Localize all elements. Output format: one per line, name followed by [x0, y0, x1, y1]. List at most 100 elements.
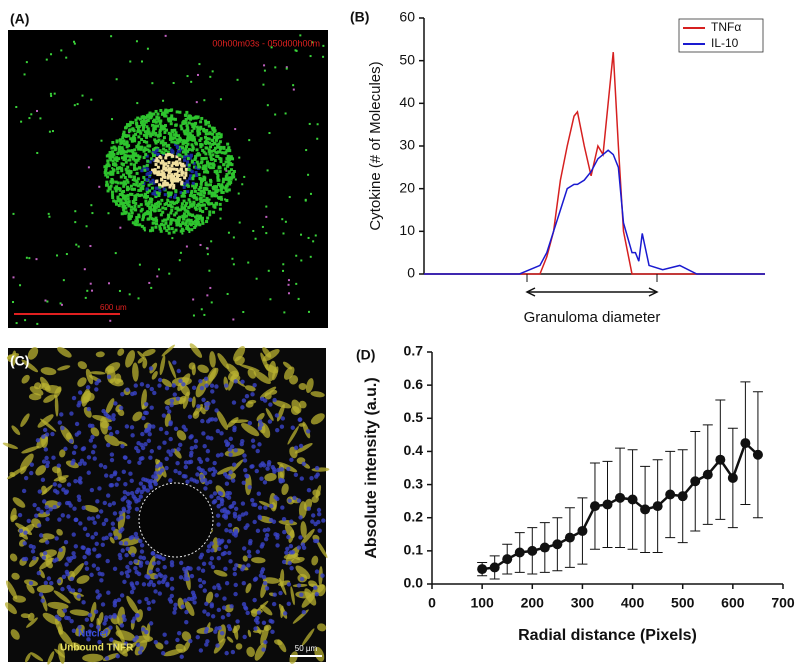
- data-point: [502, 554, 513, 565]
- tnfr: [20, 413, 30, 428]
- cell: [140, 207, 144, 211]
- cell: [164, 166, 168, 170]
- nucleus: [269, 503, 274, 509]
- cell: [111, 196, 115, 200]
- cell: [154, 205, 158, 209]
- data-point: [539, 542, 550, 553]
- cell: [173, 195, 177, 199]
- cell: [199, 182, 203, 186]
- nucleus: [255, 528, 261, 534]
- cell: [219, 217, 222, 220]
- cell: [228, 182, 232, 186]
- nucleus: [175, 396, 181, 401]
- nucleus: [49, 581, 54, 586]
- tnfr: [262, 349, 280, 362]
- nucleus: [160, 650, 166, 656]
- cell: [129, 214, 133, 218]
- cell: [112, 153, 116, 157]
- cell: [127, 200, 131, 204]
- nucleus: [196, 566, 201, 571]
- cell: [199, 143, 203, 147]
- nucleus: [157, 383, 162, 388]
- nucleus: [136, 497, 141, 503]
- cell: [174, 133, 178, 137]
- cell: [170, 173, 174, 177]
- cell: [184, 152, 188, 156]
- nucleus: [276, 467, 281, 473]
- cell: [213, 170, 217, 174]
- cell: [167, 231, 171, 235]
- legend-box: [678, 18, 764, 53]
- tnfr: [282, 361, 293, 370]
- nucleus: [257, 505, 263, 510]
- cell: [163, 124, 167, 128]
- cell: [166, 174, 170, 178]
- cell: [154, 225, 158, 229]
- cell: [168, 137, 172, 141]
- cell: [209, 178, 213, 182]
- nucleus: [263, 505, 268, 510]
- nucleus: [216, 522, 221, 527]
- cell: [163, 179, 167, 183]
- nucleus: [138, 494, 144, 499]
- cell: [122, 184, 126, 188]
- cell: [176, 179, 180, 183]
- cell: [47, 212, 50, 215]
- cell: [133, 166, 137, 170]
- cell: [173, 136, 177, 140]
- cell: [20, 120, 23, 123]
- cell: [154, 131, 158, 135]
- nucleus: [140, 627, 146, 632]
- cell: [111, 162, 115, 166]
- nucleus: [118, 405, 124, 411]
- nucleus: [180, 604, 186, 609]
- cell: [157, 192, 161, 196]
- nucleus: [219, 452, 224, 457]
- cell: [206, 216, 210, 220]
- cell: [120, 212, 124, 216]
- cell: [114, 189, 118, 193]
- nucleus: [219, 501, 224, 507]
- nucleus: [127, 459, 132, 464]
- legend-label: IL-10: [711, 36, 739, 50]
- cell: [139, 131, 143, 135]
- cell: [168, 147, 172, 151]
- cell: [222, 145, 226, 149]
- cell: [172, 82, 175, 85]
- cell: [121, 204, 125, 208]
- nucleus: [93, 531, 99, 537]
- nucleus: [137, 460, 142, 465]
- cell: [173, 213, 177, 217]
- nucleus: [251, 502, 256, 507]
- cell: [169, 222, 173, 226]
- cell: [133, 204, 137, 208]
- cell: [178, 259, 181, 262]
- nucleus: [161, 413, 167, 418]
- cell: [12, 276, 15, 279]
- nucleus: [106, 590, 111, 595]
- nucleus: [42, 427, 48, 433]
- tnfr: [173, 448, 182, 459]
- nucleus: [205, 419, 211, 424]
- cell: [181, 155, 185, 159]
- nucleus: [292, 495, 297, 501]
- nucleus: [90, 434, 95, 440]
- nucleus: [17, 512, 23, 518]
- tnfr: [39, 569, 45, 579]
- nucleus: [166, 449, 171, 454]
- nucleus: [215, 643, 220, 648]
- nucleus: [55, 490, 60, 495]
- cell: [199, 243, 202, 246]
- nucleus: [41, 459, 47, 464]
- cell: [183, 215, 187, 219]
- nucleus: [129, 589, 135, 595]
- cell: [288, 196, 291, 199]
- cell: [112, 145, 116, 149]
- cell: [185, 110, 189, 114]
- cell: [176, 208, 180, 212]
- cell: [180, 180, 184, 184]
- cell: [159, 127, 163, 131]
- nucleus: [286, 534, 291, 540]
- cell: [180, 194, 184, 198]
- cell: [304, 199, 307, 202]
